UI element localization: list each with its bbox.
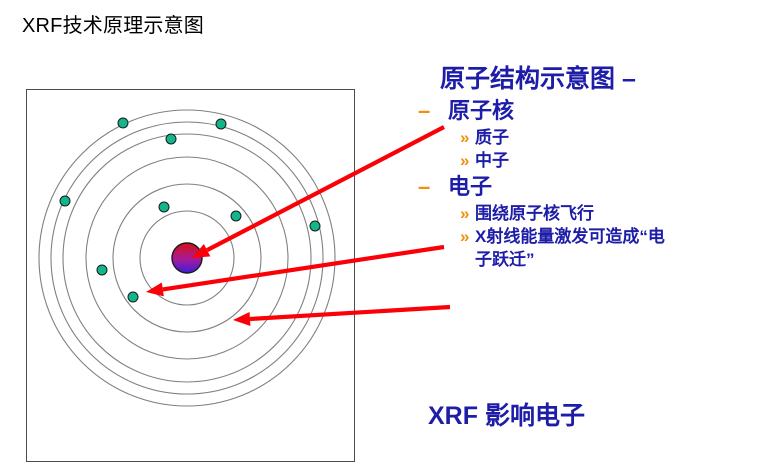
- page-title: XRF技术原理示意图: [22, 15, 204, 37]
- nucleus-sphere: [171, 242, 203, 274]
- outline-subitem-xray-excitation-label: X射线能量激发可造成“电子跃迁”: [475, 227, 665, 269]
- outline-subitem-orbiting: » 围绕原子核飞行: [460, 202, 766, 225]
- atom-diagram-svg: [38, 109, 336, 407]
- dash-marker-icon: –: [418, 174, 431, 199]
- nucleus: [171, 242, 203, 274]
- electron-dot-1: [117, 117, 129, 129]
- outline-subitem-neutron-label: 中子: [475, 151, 509, 170]
- outline-item-nucleus: – 原子核: [418, 96, 766, 126]
- outline-subitem-orbiting-label: 围绕原子核飞行: [475, 204, 594, 223]
- outline-subitem-proton: » 质子: [460, 126, 766, 149]
- electron-dot-8: [96, 264, 108, 276]
- guillemet-marker-icon: »: [460, 227, 470, 246]
- dash-marker-icon: –: [418, 98, 431, 123]
- footer-statement: XRF 影响电子: [428, 402, 585, 430]
- electron-dot-6: [230, 210, 242, 222]
- atom-diagram-panel: [26, 89, 355, 462]
- outline-item-electron-label: 电子: [448, 174, 493, 199]
- outline-heading: 原子结构示意图 –: [440, 65, 636, 93]
- outline-text-block: 原子结构示意图 – – 原子核 » 质子 » 中子 – 电子 » 围绕原子核飞行…: [418, 62, 766, 271]
- electron-dot-3: [165, 133, 177, 145]
- electron-dot-2: [215, 118, 227, 130]
- electron-dot-9: [127, 291, 139, 303]
- electron-dot-4: [59, 195, 71, 207]
- outline-subitem-neutron: » 中子: [460, 149, 766, 172]
- electron-dot-7: [309, 220, 321, 232]
- outline-subitem-xray-excitation: » X射线能量激发可造成“电子跃迁”: [460, 225, 766, 271]
- outline-subitem-proton-label: 质子: [475, 128, 509, 147]
- outline-item-electron: – 电子: [418, 172, 766, 202]
- guillemet-marker-icon: »: [460, 151, 470, 170]
- electron-dots: [59, 117, 321, 303]
- guillemet-marker-icon: »: [460, 128, 470, 147]
- outline-item-nucleus-label: 原子核: [448, 98, 515, 123]
- electron-dot-5: [158, 201, 170, 213]
- guillemet-marker-icon: »: [460, 204, 470, 223]
